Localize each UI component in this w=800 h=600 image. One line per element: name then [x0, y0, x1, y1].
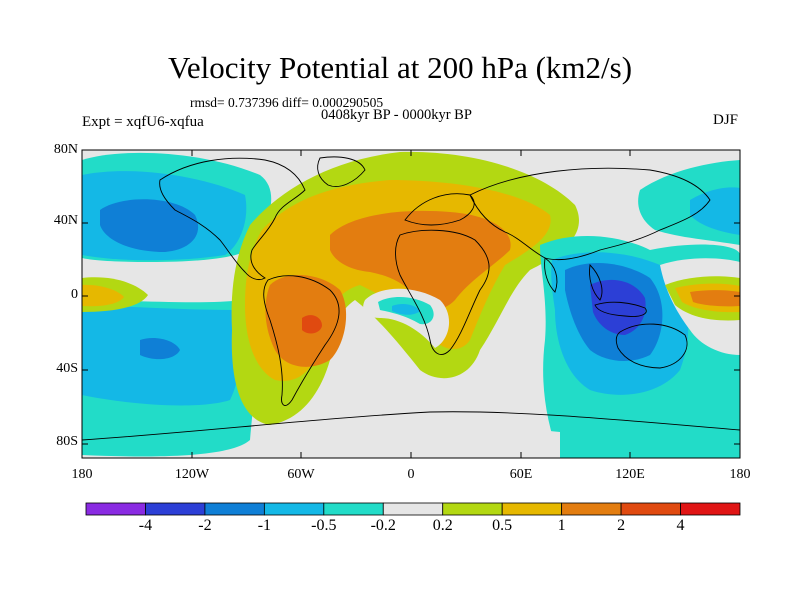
stats-text: rmsd= 0.737396 diff= 0.000290505 [190, 95, 384, 110]
colorbar-label: 2 [617, 517, 626, 534]
lat-tick-label: 40S [56, 361, 78, 376]
lon-tick-label: 180 [71, 467, 93, 482]
colorbar-label: 4 [676, 517, 685, 534]
colorbar-label: 0.2 [432, 517, 453, 534]
coast-africa [395, 229, 490, 355]
lon-tick-label: 180 [729, 467, 751, 482]
coast-antarctica [82, 411, 740, 441]
contour-field [82, 150, 740, 458]
colorbar-swatch [85, 502, 146, 516]
colorbar-label: -1 [257, 517, 272, 534]
contour-samerica-max [302, 315, 322, 334]
coast-europe [404, 193, 475, 226]
lon-tick-label: 0 [407, 467, 415, 482]
coast-india [544, 257, 558, 293]
period-text: 0408kyr BP - 0000kyr BP [321, 107, 472, 123]
colorbar-swatch [501, 502, 563, 516]
colorbar-label: -0.5 [311, 517, 337, 534]
colorbar [85, 502, 741, 516]
lon-tick-label: 120E [615, 467, 645, 482]
coast-indonesia [594, 301, 647, 317]
colorbar-swatch [204, 502, 265, 516]
coast-asia [469, 167, 711, 261]
colorbar-label: 0.5 [492, 517, 513, 534]
colorbar-swatch [145, 502, 206, 516]
lat-tick-label: 80S [56, 434, 78, 449]
coast-australia [615, 323, 688, 369]
contour-pacific-neg-inner2 [140, 338, 180, 360]
colorbar-label: -0.2 [370, 517, 396, 534]
season-label: DJF [713, 112, 739, 128]
lon-tick-marks [81, 150, 741, 458]
coast-north-america [159, 157, 306, 281]
lat-tick-label: 40N [53, 213, 78, 228]
contour-pacific-neg-inner [100, 199, 199, 252]
colorbar-label: -2 [198, 517, 212, 534]
colorbar-swatch [263, 502, 325, 516]
experiment-label: Expt = xqfU6-xqfua [82, 114, 204, 130]
map-title: Velocity Potential at 200 hPa (km2/s) [167, 50, 633, 85]
lat-tick-label: 80N [53, 142, 78, 157]
lon-tick-label: 120W [174, 467, 210, 482]
contour-indopac-neg-max [602, 309, 634, 331]
contour-eq-pacific-pos-inner [82, 284, 124, 307]
lat-tick-marks [82, 149, 740, 445]
contour-south-gray [250, 426, 560, 458]
contour-satlantic-neg-blue [392, 303, 420, 315]
coast-se-asia [589, 264, 603, 301]
coast-south-america [263, 275, 340, 406]
lon-tick-label: 60E [509, 467, 533, 482]
contour-wpacific-pos-inner [690, 290, 740, 307]
colorbar-label: 1 [557, 517, 566, 534]
colorbar-swatch [620, 502, 681, 516]
lat-tick-label: 0 [71, 287, 78, 302]
colorbar-swatch [323, 502, 384, 516]
colorbar-swatch [442, 502, 503, 516]
colorbar-swatch [382, 502, 444, 516]
colorbar-swatch [561, 502, 622, 516]
coast-greenland [317, 156, 366, 187]
lon-tick-label: 60W [287, 467, 315, 482]
colorbar-label: -4 [138, 517, 153, 534]
colorbar-swatch [680, 502, 741, 516]
contour-npacific-neg-right-inner [690, 187, 740, 235]
coastlines [82, 156, 740, 441]
